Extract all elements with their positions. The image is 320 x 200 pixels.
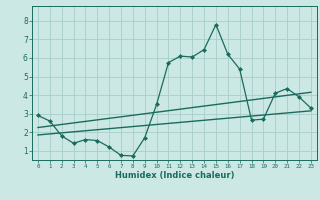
X-axis label: Humidex (Indice chaleur): Humidex (Indice chaleur): [115, 171, 234, 180]
